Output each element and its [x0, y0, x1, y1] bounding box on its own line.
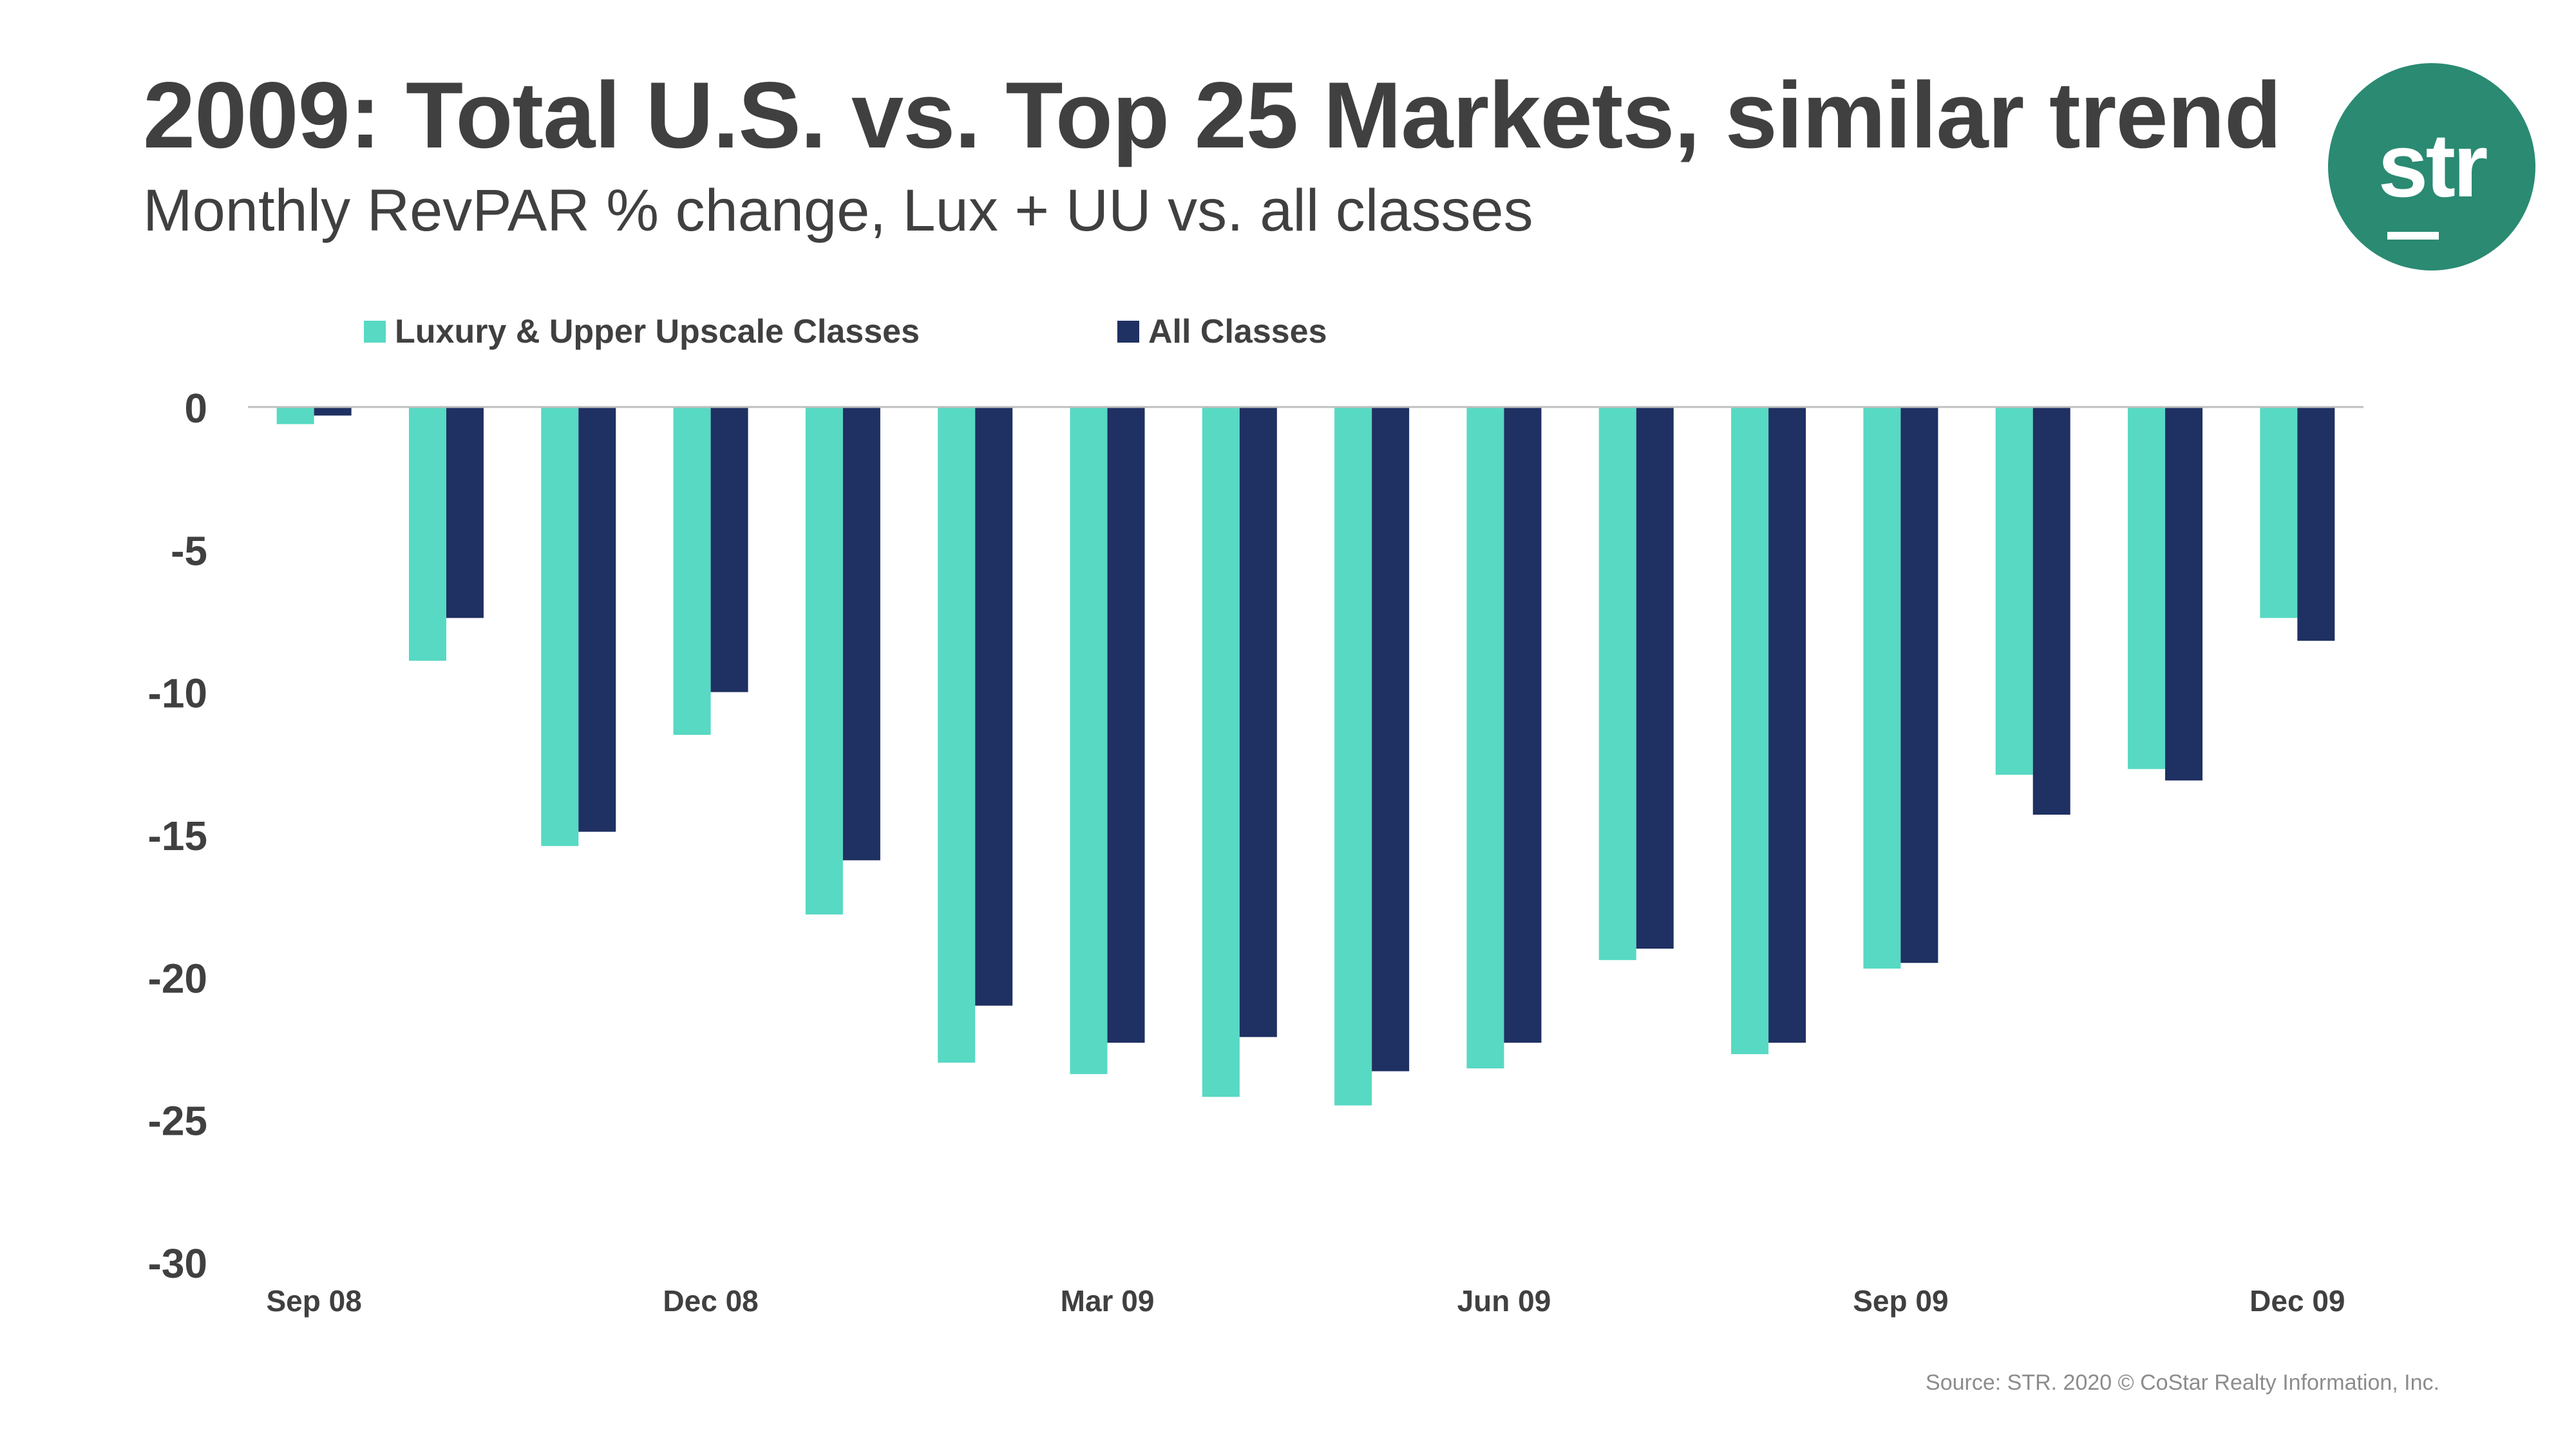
- legend-label-all-classes: All Classes: [1148, 313, 1327, 350]
- bar-all-classes-mar-09: [1107, 407, 1145, 1043]
- legend-label-luxury: Luxury & Upper Upscale Classes: [395, 313, 920, 350]
- bar-all-classes-oct-08: [446, 407, 484, 618]
- bar-all-classes-aug-09: [1768, 407, 1806, 1043]
- bar-luxury-aug-09: [1731, 407, 1769, 1054]
- bar-all-classes-nov-09: [2165, 407, 2203, 781]
- bar-all-classes-oct-09: [2032, 407, 2070, 815]
- bar-luxury-nov-09: [2128, 407, 2166, 770]
- bar-luxury-mar-09: [1070, 407, 1108, 1074]
- x-tick-label: Dec 08: [663, 1284, 758, 1318]
- bar-luxury-dec-08: [673, 407, 711, 735]
- bar-all-classes-jan-09: [842, 407, 880, 860]
- logo-text: str: [2378, 115, 2488, 216]
- bar-all-classes-dec-09: [2297, 407, 2335, 641]
- bar-all-classes-jun-09: [1504, 407, 1542, 1043]
- bar-luxury-jun-09: [1466, 407, 1504, 1068]
- bar-luxury-apr-09: [1202, 407, 1240, 1097]
- bar-all-classes-may-09: [1372, 407, 1410, 1072]
- y-tick-label: -30: [148, 1240, 208, 1287]
- bar-all-classes-nov-08: [578, 407, 616, 832]
- bar-luxury-oct-09: [1995, 407, 2033, 775]
- bar-luxury-sep-09: [1863, 407, 1901, 969]
- bar-luxury-jan-09: [805, 407, 843, 914]
- str-logo: str: [2328, 63, 2535, 270]
- slide-title: 2009: Total U.S. vs. Top 25 Markets, sim…: [143, 62, 2282, 167]
- y-tick-label: -25: [148, 1098, 208, 1144]
- y-tick-label: -10: [148, 670, 208, 717]
- bar-luxury-feb-09: [938, 407, 976, 1063]
- logo-underline: [2387, 232, 2439, 240]
- bar-luxury-nov-08: [541, 407, 579, 846]
- y-tick-label: -20: [148, 955, 208, 1001]
- legend-item-luxury: Luxury & Upper Upscale Classes: [364, 309, 920, 354]
- x-tick-label: Sep 09: [1853, 1284, 1948, 1318]
- bar-luxury-oct-08: [408, 407, 446, 661]
- x-tick-label: Dec 09: [2249, 1284, 2345, 1318]
- x-tick-label: Jun 09: [1457, 1284, 1551, 1318]
- y-tick-label: 0: [184, 385, 207, 431]
- bar-all-classes-feb-09: [975, 407, 1013, 1006]
- bar-luxury-dec-09: [2260, 407, 2298, 618]
- bar-all-classes-sep-09: [1900, 407, 1938, 963]
- bar-luxury-sep-08: [276, 407, 314, 424]
- bar-luxury-jul-09: [1598, 407, 1636, 960]
- x-tick-label: Sep 08: [267, 1284, 362, 1318]
- bar-all-classes-sep-08: [314, 407, 352, 416]
- bar-all-classes-apr-09: [1239, 407, 1277, 1037]
- slide-subtitle: Monthly RevPAR % change, Lux + UU vs. al…: [143, 178, 1533, 243]
- x-tick-label: Mar 09: [1061, 1284, 1155, 1318]
- bar-all-classes-dec-08: [710, 407, 748, 692]
- source-note: Source: STR. 2020 © CoStar Realty Inform…: [1926, 1370, 2439, 1395]
- bar-luxury-may-09: [1334, 407, 1372, 1106]
- legend-swatch-luxury: [364, 321, 386, 343]
- y-tick-label: -5: [171, 527, 207, 574]
- legend-swatch-all-classes: [1117, 321, 1139, 343]
- legend-item-all-classes: All Classes: [1117, 309, 1327, 354]
- y-tick-label: -15: [148, 813, 208, 859]
- bar-all-classes-jul-09: [1636, 407, 1674, 949]
